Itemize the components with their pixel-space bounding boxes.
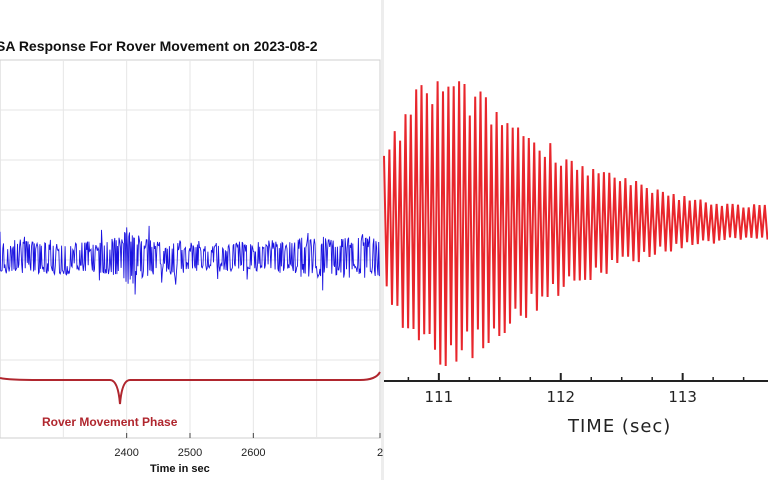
left-x-ticks: 2400 2500 2600 2 [114, 433, 383, 459]
right-chart: 111 112 113 TIME (sec) [383, 81, 768, 437]
right-x-tick-label: 112 [546, 388, 575, 406]
left-chart: SA Response For Rover Movement on 2023-0… [0, 38, 383, 475]
left-x-axis-label: Time in sec [150, 463, 210, 475]
left-x-tick-label: 2400 [114, 447, 138, 459]
right-x-tick-label: 113 [668, 388, 697, 406]
right-series-line [383, 81, 768, 367]
panel-divider [381, 0, 384, 480]
right-x-tick-label: 111 [425, 388, 454, 406]
left-x-tick-label: 2500 [178, 447, 202, 459]
phase-annotation: Rover Movement Phase [42, 415, 178, 429]
right-x-axis-label: TIME (sec) [567, 416, 671, 437]
left-series-line [0, 225, 380, 295]
left-x-tick-label: 2600 [241, 447, 265, 459]
left-chart-title: SA Response For Rover Movement on 2023-0… [0, 38, 318, 54]
right-x-ticks: 111 112 113 [407, 373, 745, 406]
left-x-tick-label: 2 [377, 447, 383, 459]
phase-brace [0, 371, 381, 405]
left-grid [0, 60, 380, 438]
